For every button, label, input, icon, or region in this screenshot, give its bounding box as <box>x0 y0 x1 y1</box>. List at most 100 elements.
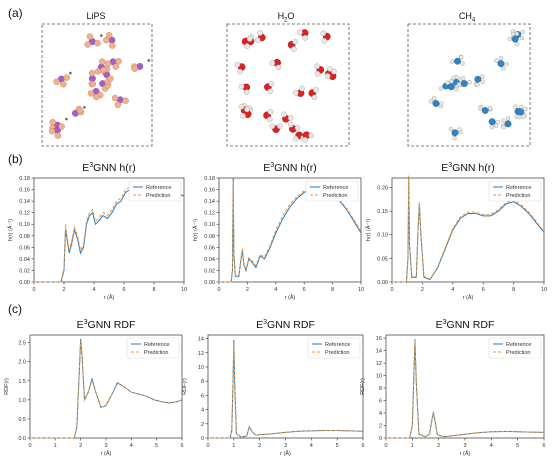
hydrogen-atom <box>475 82 480 87</box>
y-tick-label: 10 <box>198 365 204 371</box>
chart-title: E3GNN h(r) <box>82 162 136 174</box>
y-tick-label: 0.12 <box>19 211 30 217</box>
hydrogen-atom <box>240 113 246 119</box>
hydrogen-atom <box>501 118 506 123</box>
x-tick-label: 2 <box>79 443 82 449</box>
legend-prediction-label: Prediction <box>146 193 170 199</box>
hydrogen-atom <box>269 123 276 129</box>
hydrogen-atom <box>504 61 509 67</box>
lithium-atom <box>65 117 68 121</box>
x-tick-label: 8 <box>331 287 334 293</box>
x-tick-label: 6 <box>180 443 183 449</box>
hydrogen-atom <box>451 75 456 81</box>
hydrogen-atom <box>277 123 283 129</box>
sulfur-atom <box>115 58 122 65</box>
hydrogen-atom <box>243 89 250 95</box>
hydrogen-atom <box>291 46 297 52</box>
hydrogen-atom <box>314 63 320 70</box>
hydrogen-atom <box>327 66 333 72</box>
hydrogen-atom <box>523 106 528 112</box>
x-axis-label: r (Å) <box>285 294 296 301</box>
x-tick-label: 2 <box>421 287 424 293</box>
x-tick-label: 2 <box>258 443 261 449</box>
y-tick-label: 0.14 <box>204 199 215 205</box>
hydrogen-atom <box>268 80 275 87</box>
hydrogen-atom <box>487 105 493 111</box>
x-tick-label: 1 <box>411 443 414 449</box>
x-tick-label: 4 <box>130 443 133 449</box>
hydrogen-atom <box>297 29 303 36</box>
y-tick-label: 0.02 <box>19 268 30 274</box>
y-axis-label: h(r) (Å⁻¹) <box>7 219 14 241</box>
hydrogen-atom <box>517 115 522 120</box>
carbon-atom <box>474 75 482 83</box>
sulfur-atom <box>131 65 138 72</box>
legend <box>488 180 542 202</box>
hydrogen-atom <box>514 31 520 37</box>
hydrogen-atom <box>428 99 434 104</box>
x-tick-label: 5 <box>516 443 519 449</box>
chart-title: E3GNN RDF <box>436 319 495 331</box>
hydrogen-atom <box>506 116 511 121</box>
sulfur-atom <box>77 107 84 115</box>
molecule-title-ch4: CH4 <box>459 11 476 24</box>
hydrogen-atom <box>501 66 506 71</box>
series-prediction-line <box>392 175 545 283</box>
sulfur-atom <box>93 93 100 101</box>
legend-prediction-label: Prediction <box>506 193 530 199</box>
x-tick-label: 3 <box>284 443 287 449</box>
y-tick-label: 0.0 <box>18 436 26 442</box>
y-tick-label: 0.10 <box>377 233 388 239</box>
y-tick-label: 12 <box>376 361 382 367</box>
carbon-atom <box>460 80 468 87</box>
y-tick-label: 6 <box>379 399 382 405</box>
y-tick-label: 0.16 <box>19 188 30 194</box>
hydrogen-atom <box>320 30 327 37</box>
carbon-atom <box>454 57 461 65</box>
x-axis-label: r (Å) <box>460 450 471 457</box>
x-tick-label: 4 <box>92 287 95 293</box>
y-tick-label: 0.10 <box>204 222 215 228</box>
series-prediction-line <box>208 342 364 439</box>
sulfur-atom <box>86 33 94 40</box>
sulfur-atom <box>63 74 70 81</box>
sulfur-atom <box>53 78 60 85</box>
hydrogen-atom <box>292 135 299 142</box>
hydrogen-atom <box>314 70 321 77</box>
hydrogen-atom <box>460 61 465 66</box>
y-tick-label: 2 <box>201 422 204 428</box>
sulfur-atom <box>84 41 91 48</box>
y-axis-label: RDF(r) <box>4 378 10 395</box>
x-tick-label: 3 <box>463 443 466 449</box>
ch4-simulation-box <box>407 23 531 147</box>
hydrogen-atom <box>439 101 444 106</box>
y-axis-label: h(r) (Å⁻¹) <box>365 219 372 241</box>
sulfur-atom <box>87 90 95 97</box>
x-tick-label: 5 <box>336 443 339 449</box>
x-tick-label: 10 <box>541 287 547 293</box>
y-axis-label: RDF(r) <box>360 378 366 395</box>
x-tick-label: 0 <box>217 287 220 293</box>
sulfur-atom <box>112 63 119 70</box>
hydrogen-atom <box>520 29 525 35</box>
legend-prediction-label: Prediction <box>506 350 530 356</box>
x-tick-label: 4 <box>310 443 313 449</box>
hydrogen-atom <box>493 123 499 128</box>
legend-reference-label: Reference <box>506 342 531 348</box>
x-tick-label: 10 <box>358 287 364 293</box>
x-tick-label: 0 <box>206 443 209 449</box>
hydrogen-atom <box>467 80 472 85</box>
y-tick-label: 0 <box>379 436 382 442</box>
y-tick-label: 6 <box>201 393 204 399</box>
y-tick-label: 12 <box>198 351 204 357</box>
sulfur-atom <box>99 58 106 65</box>
hydrogen-atom <box>311 94 318 101</box>
h2o-molecules <box>234 29 337 143</box>
hydrogen-atom <box>238 103 245 110</box>
sulfur-atom <box>89 80 97 88</box>
hydrogen-atom <box>438 86 444 91</box>
chart-ch4-hr: E3GNN h(r) 0 2 4 6 8 10 0.00 0.05 0.10 0.15 0.20 r (… <box>365 162 547 301</box>
